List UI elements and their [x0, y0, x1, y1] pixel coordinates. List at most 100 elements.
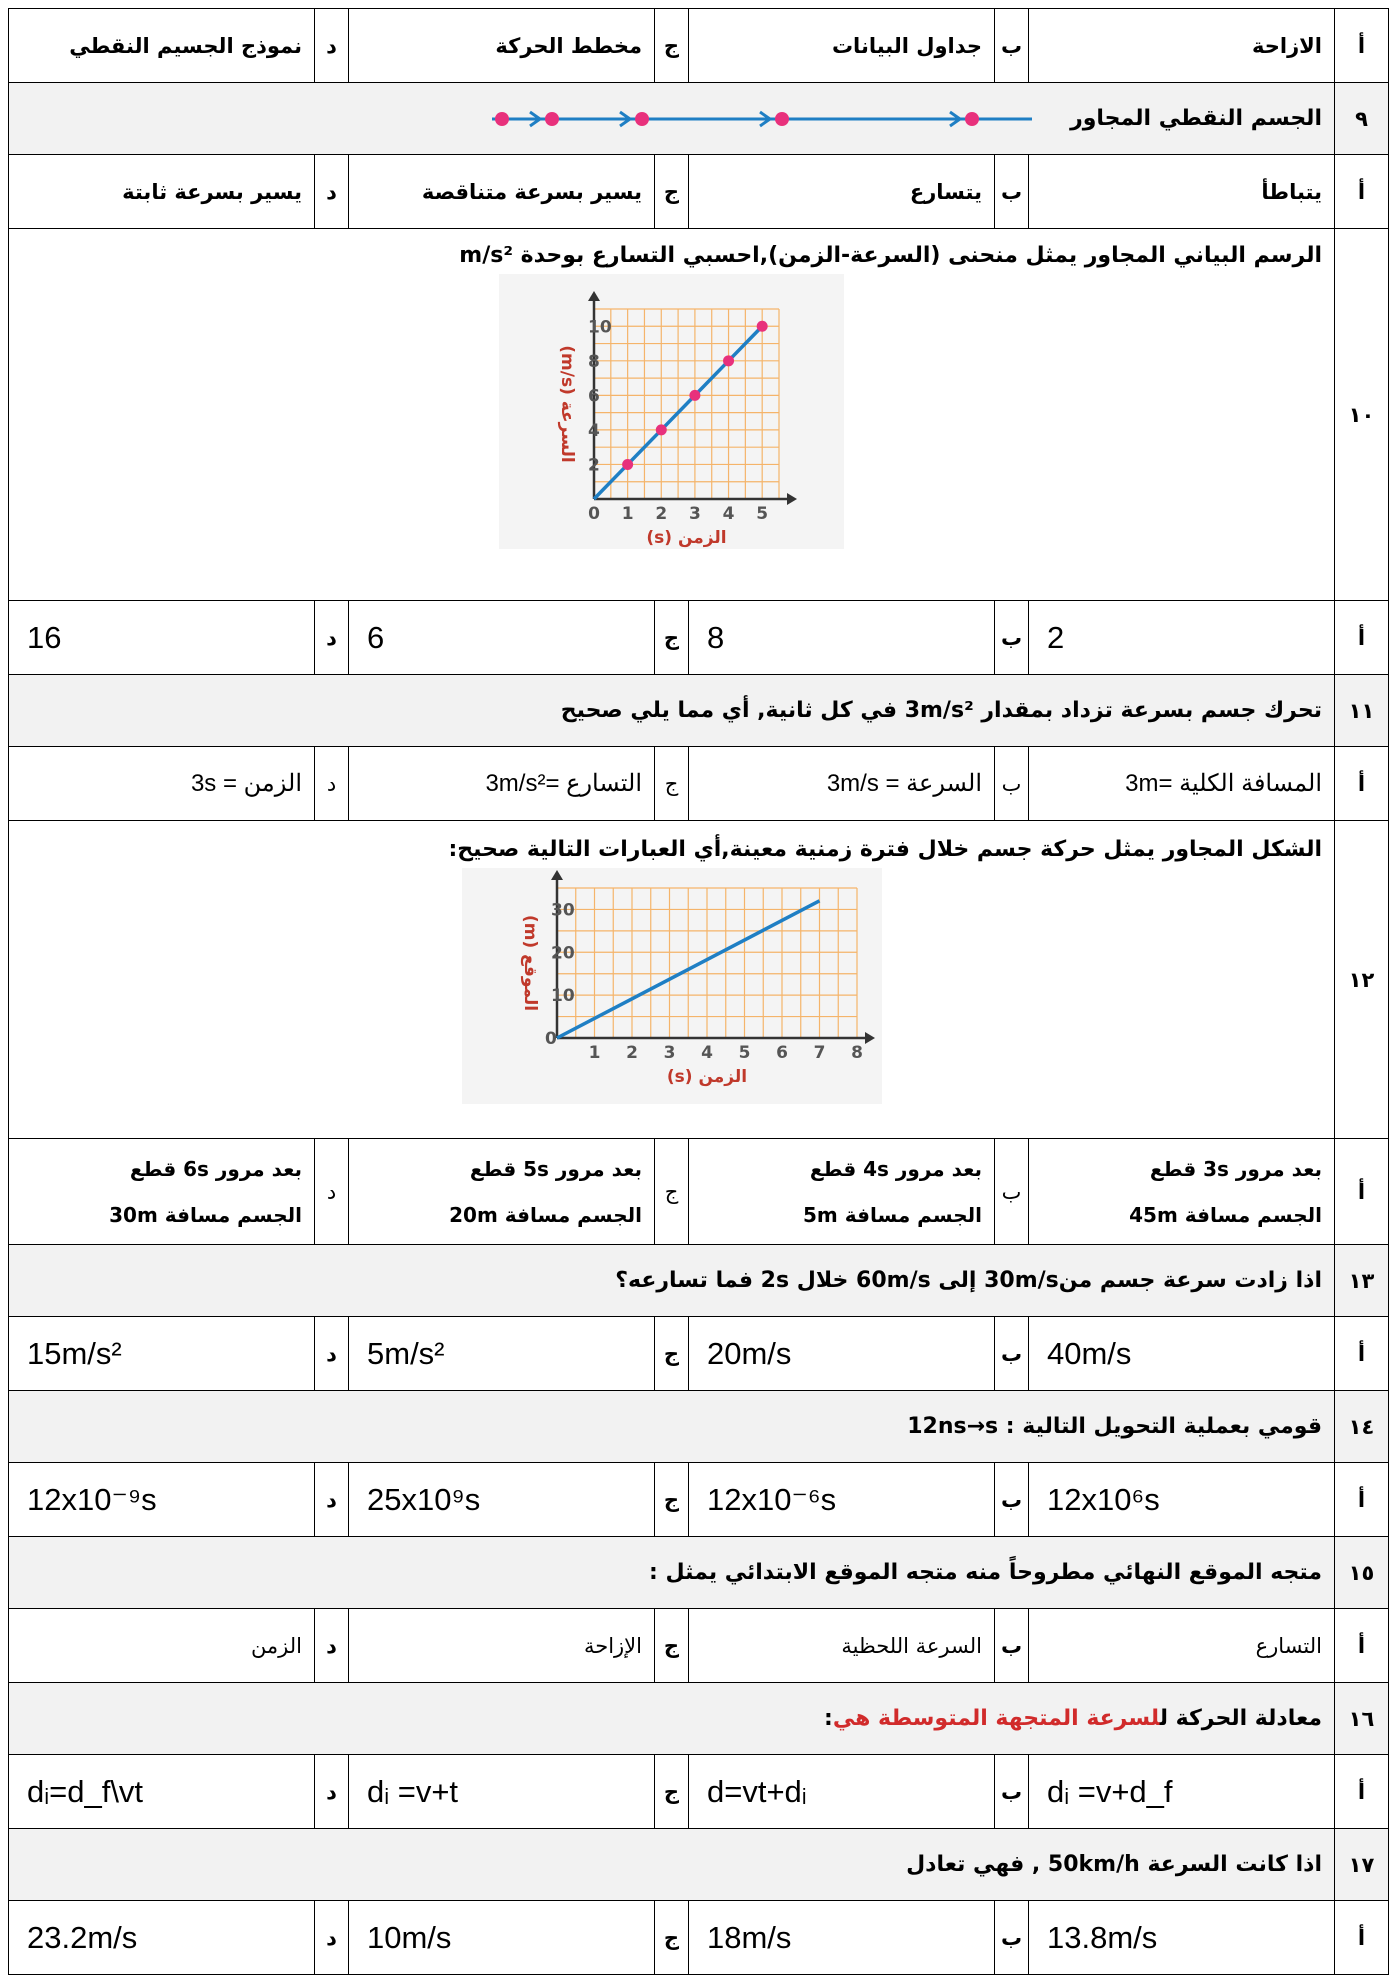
question-17-text: اذا كانت السرعة 50km/h , فهي تعادل [8, 1828, 1335, 1901]
option-d[interactable]: 12x10⁻⁹s [8, 1462, 315, 1537]
option-c-line1: بعد مرور 5s قطع [469, 1156, 642, 1181]
option-d[interactable]: 23.2m/s [8, 1900, 315, 1975]
option-letter: د [314, 154, 349, 229]
option-c[interactable]: مخطط الحركة [348, 8, 655, 83]
option-letter: ب [994, 154, 1029, 229]
option-letter: د [314, 746, 349, 821]
option-c[interactable]: يسير بسرعة متناقصة [348, 154, 655, 229]
options-row: أ المسافة الكلية =3m ب السرعة = 3m/s ج ا… [8, 746, 1389, 821]
option-d[interactable]: 15m/s² [8, 1316, 315, 1391]
x-tick-label: 7 [813, 1043, 825, 1063]
option-b[interactable]: 12x10⁻⁶s [688, 1462, 995, 1537]
option-c[interactable]: بعد مرور 5s قطع الجسم مسافة 20m [348, 1138, 655, 1245]
option-letter: د [314, 1138, 349, 1245]
option-d[interactable]: الزمن = 3s [8, 746, 315, 821]
option-b[interactable]: بعد مرور 4s قطع الجسم مسافة 5m [688, 1138, 995, 1245]
option-letter: أ [1334, 1900, 1389, 1975]
x-tick-label: 8 [851, 1043, 863, 1063]
option-a[interactable]: 13.8m/s [1028, 1900, 1335, 1975]
option-letter: أ [1334, 8, 1389, 83]
option-d[interactable]: 16 [8, 600, 315, 675]
x-tick-label: 4 [701, 1043, 713, 1063]
x-tick-label: 2 [655, 504, 667, 524]
option-d[interactable]: بعد مرور 6s قطع الجسم مسافة 30m [8, 1138, 315, 1245]
option-letter: د [314, 1900, 349, 1975]
x-axis-arrow-icon [787, 493, 797, 505]
motion-diagram [492, 110, 1033, 127]
option-a[interactable]: يتباطأ [1028, 154, 1335, 229]
question-row: ١٦ معادلة الحركة للسرعة المتجهة المتوسطة… [8, 1682, 1389, 1755]
question-row: ٩ الجسم النقطي المجاور [8, 82, 1389, 155]
y-tick-label: 8 [588, 352, 600, 372]
option-c[interactable]: 25x10⁹s [348, 1462, 655, 1537]
option-letter: ب [994, 1316, 1029, 1391]
option-a[interactable]: بعد مرور 3s قطع الجسم مسافة 45m [1028, 1138, 1335, 1245]
option-letter: ب [994, 8, 1029, 83]
option-letter: أ [1334, 154, 1389, 229]
options-row: أ 2 ب 8 ج 6 د 16 [8, 600, 1389, 675]
option-c[interactable]: 10m/s [348, 1900, 655, 1975]
option-b[interactable]: يتسارع [688, 154, 995, 229]
option-b[interactable]: جداول البيانات [688, 8, 995, 83]
x-axis-arrow-icon [864, 1032, 875, 1044]
origin-label: 0 [545, 1029, 557, 1049]
x-tick-label: 3 [689, 504, 701, 524]
option-letter: د [314, 8, 349, 83]
question-row: ١٧ اذا كانت السرعة 50km/h , فهي تعادل [8, 1828, 1389, 1901]
question-number: ١٥ [1334, 1536, 1389, 1609]
option-d[interactable]: dᵢ=d_f\vt [8, 1754, 315, 1829]
option-d[interactable]: نموذج الجسيم النقطي [8, 8, 315, 83]
option-letter: أ [1334, 1462, 1389, 1537]
option-c[interactable]: 6 [348, 600, 655, 675]
option-a[interactable]: التسارع [1028, 1608, 1335, 1683]
option-c[interactable]: dᵢ =v+t [348, 1754, 655, 1829]
option-c[interactable]: الإزاحة [348, 1608, 655, 1683]
option-letter: ج [654, 154, 689, 229]
option-letter: د [314, 600, 349, 675]
motion-dot [495, 111, 510, 126]
options-row: أ 13.8m/s ب 18m/s ج 10m/s د 23.2m/s [8, 1900, 1389, 1975]
question-9-text: الجسم النقطي المجاور [1070, 105, 1322, 131]
question-row: ١٥ متجه الموقع النهائي مطروحاً منه متجه … [8, 1536, 1389, 1609]
option-letter: ج [654, 1138, 689, 1245]
y-tick-label: 20 [551, 943, 575, 963]
option-letter: ب [994, 1754, 1029, 1829]
data-point [756, 320, 768, 332]
y-tick-label: 10 [588, 317, 612, 337]
option-d[interactable]: يسير بسرعة ثابتة [8, 154, 315, 229]
question-13-text: اذا زادت سرعة جسم من30m/s إلى 60m/s خلال… [8, 1244, 1335, 1317]
question-16-highlight: لسرعة المتجهة المتوسطة هي [832, 1706, 1160, 1731]
arrow-icon [759, 110, 774, 127]
option-b[interactable]: 8 [688, 600, 995, 675]
option-letter: ج [654, 746, 689, 821]
option-b[interactable]: d=vt+dᵢ [688, 1754, 995, 1829]
option-d[interactable]: الزمن [8, 1608, 315, 1683]
option-c-line2: الجسم مسافة 20m [449, 1202, 642, 1227]
option-a[interactable]: 2 [1028, 600, 1335, 675]
option-a[interactable]: المسافة الكلية =3m [1028, 746, 1335, 821]
option-a-line1: بعد مرور 3s قطع [1149, 1156, 1322, 1181]
option-a[interactable]: 12x10⁶s [1028, 1462, 1335, 1537]
question-text: الجسم النقطي المجاور [8, 82, 1335, 155]
worksheet: أ الازاحة ب جداول البيانات ج مخطط الحركة… [8, 8, 1389, 1975]
option-b[interactable]: 20m/s [688, 1316, 995, 1391]
option-a[interactable]: 40m/s [1028, 1316, 1335, 1391]
option-b[interactable]: السرعة اللحظية [688, 1608, 995, 1683]
option-c[interactable]: التسارع =3m/s² [348, 746, 655, 821]
x-axis-title: الزمن (s) [666, 1067, 746, 1087]
x-tick-label: 3 [663, 1043, 675, 1063]
option-a[interactable]: dᵢ =v+d_f [1028, 1754, 1335, 1829]
position-time-chart: 1 2 3 4 5 6 7 8 10 20 30 0 الزمن (s) الموقع (m) [461, 868, 882, 1104]
option-b[interactable]: 18m/s [688, 1900, 995, 1975]
option-letter: ب [994, 1462, 1029, 1537]
x-tick-label: 5 [756, 504, 768, 524]
options-row: أ التسارع ب السرعة اللحظية ج الإزاحة د ا… [8, 1608, 1389, 1683]
arrow-icon [619, 110, 634, 127]
options-row: أ يتباطأ ب يتسارع ج يسير بسرعة متناقصة د… [8, 154, 1389, 229]
option-letter: ج [654, 1462, 689, 1537]
option-letter: ب [994, 1900, 1029, 1975]
option-a[interactable]: الازاحة [1028, 8, 1335, 83]
options-row: أ 40m/s ب 20m/s ج 5m/s² د 15m/s² [8, 1316, 1389, 1391]
option-c[interactable]: 5m/s² [348, 1316, 655, 1391]
option-b[interactable]: السرعة = 3m/s [688, 746, 995, 821]
